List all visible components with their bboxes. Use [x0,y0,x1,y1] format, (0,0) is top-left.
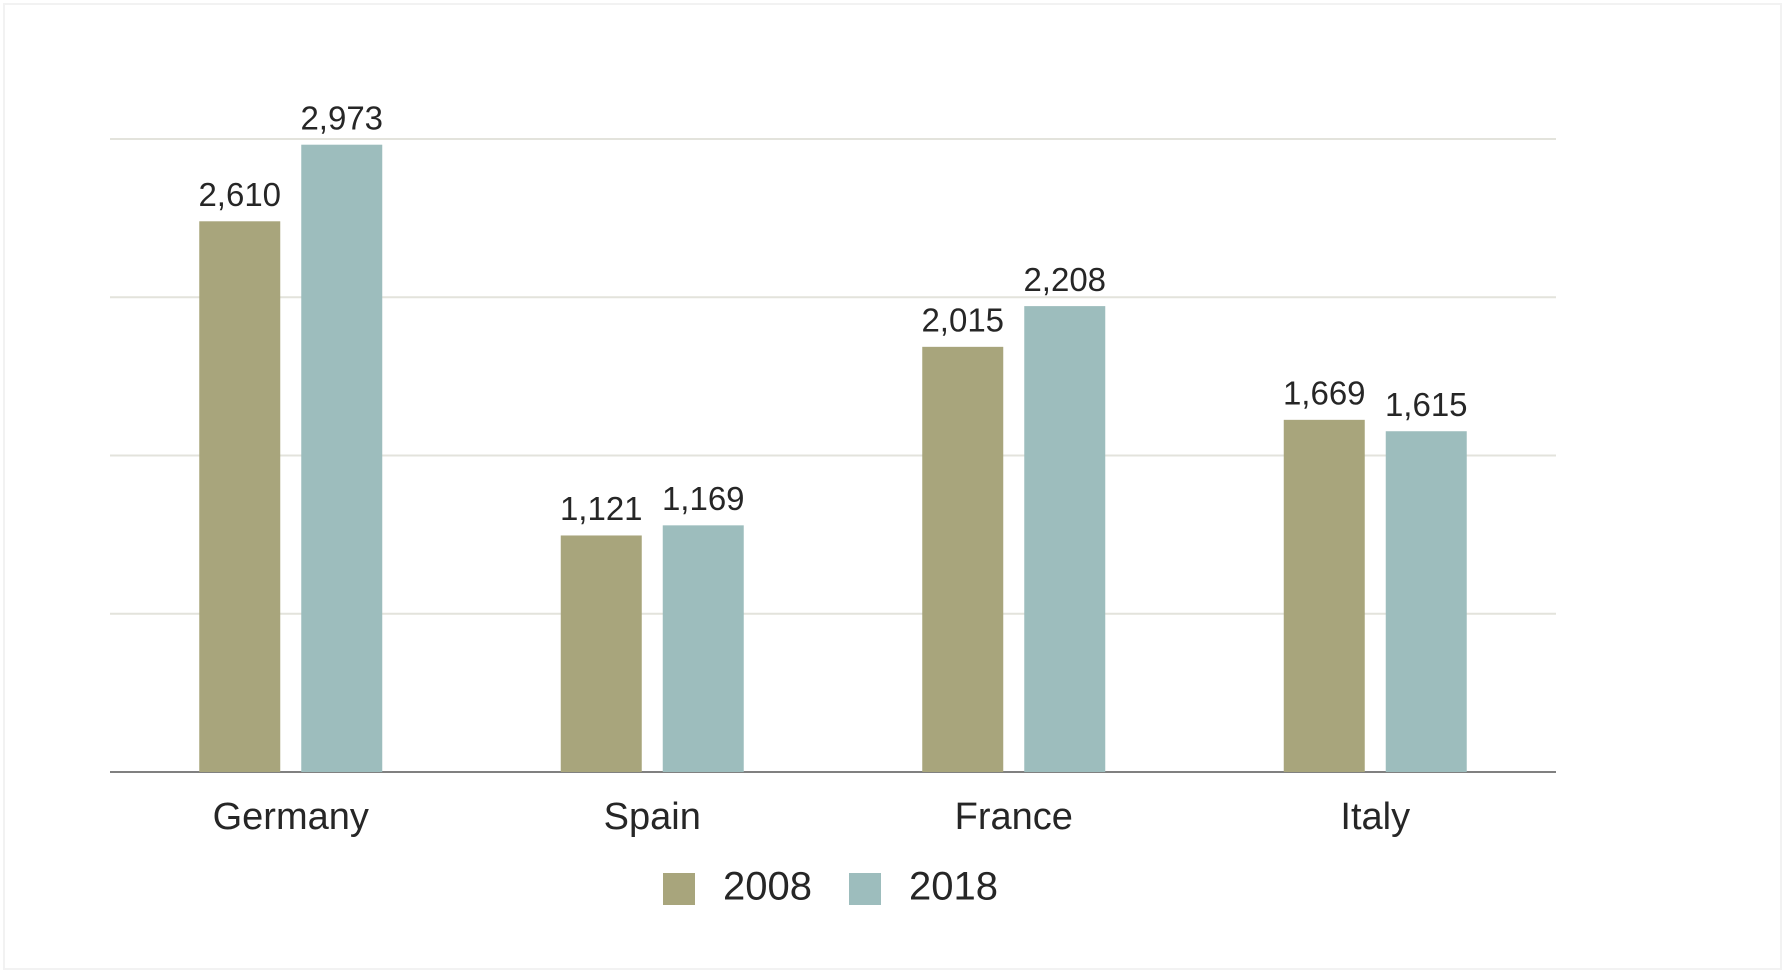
bar [922,346,1004,772]
bar [1283,419,1365,772]
value-label: 2,610 [198,176,281,213]
x-tick-label: Germany [213,796,369,838]
bar [1024,306,1106,772]
value-label: 2,973 [300,99,383,136]
value-label: 2,015 [921,302,1004,339]
value-label: 1,669 [1283,375,1366,412]
legend-swatch [663,873,695,905]
x-tick-label: Italy [1340,796,1410,838]
bar [199,221,281,773]
value-label: 2,208 [1023,261,1106,298]
value-label: 1,121 [560,490,643,527]
bar [301,144,383,772]
value-label: 1,169 [662,480,745,517]
bar [662,525,744,772]
legend-label: 2008 [723,865,812,909]
frame [3,3,1782,970]
legend-swatch [849,873,881,905]
x-tick-label: Spain [604,796,701,838]
legend-label: 2018 [909,865,998,909]
x-tick-label: France [955,796,1073,838]
value-label: 1,615 [1385,386,1468,423]
bar [1385,431,1467,772]
bar [560,535,642,772]
